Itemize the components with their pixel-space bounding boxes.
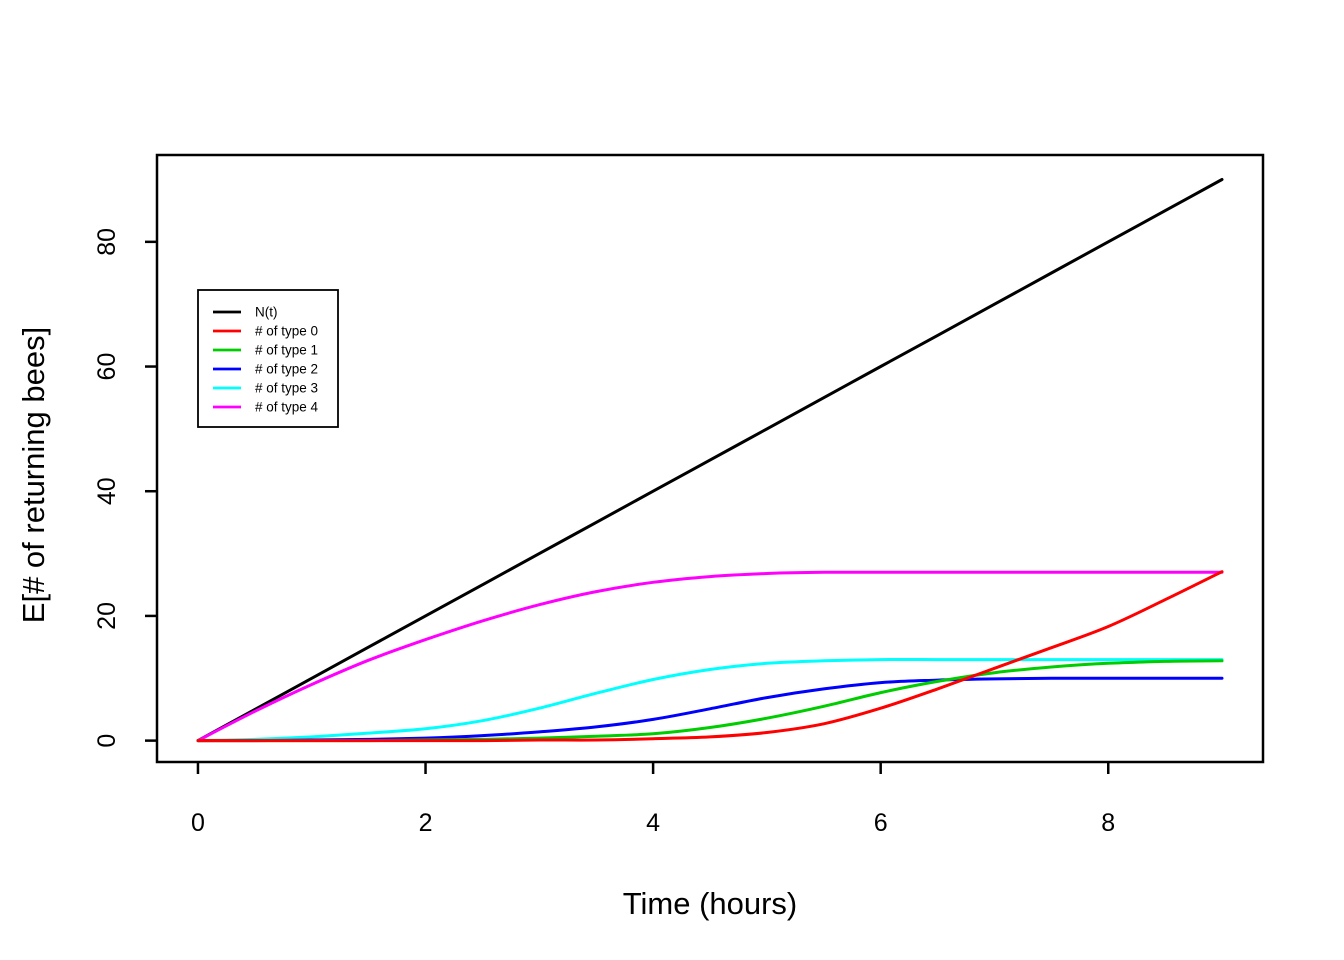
legend-label-of-type-2: # of type 2 — [255, 362, 318, 377]
legend-box — [197, 289, 339, 428]
x-axis-tick-label: 4 — [646, 809, 660, 837]
legend-label-of-type-0: # of type 0 — [255, 324, 318, 339]
series-line-of-type-2 — [196, 676, 1224, 743]
y-axis-tick-label: 80 — [93, 228, 121, 256]
y-axis-title: E[# of returning bees] — [16, 326, 51, 624]
series-line-n-t — [196, 178, 1224, 743]
x-axis-title: Time (hours) — [622, 886, 798, 921]
plot-border — [155, 153, 1265, 764]
series-line-of-type-0 — [196, 570, 1224, 743]
x-axis-tick-label: 0 — [191, 809, 205, 837]
y-axis-tick-label: 40 — [93, 477, 121, 505]
series-line-of-type-3 — [196, 658, 1224, 743]
y-axis-tick-label: 60 — [93, 353, 121, 381]
x-axis-tick-label: 2 — [419, 809, 433, 837]
x-axis-tick-label: 6 — [874, 809, 888, 837]
legend-label-of-type-4: # of type 4 — [255, 400, 319, 415]
series-line-of-type-1 — [196, 659, 1224, 743]
y-axis-tick-label: 0 — [93, 734, 121, 748]
x-axis-tick-label: 8 — [1101, 809, 1115, 837]
series-line-of-type-4 — [196, 570, 1224, 743]
legend-label-of-type-3: # of type 3 — [255, 381, 318, 396]
legend-label-n-t: N(t) — [255, 305, 278, 320]
legend-label-of-type-1: # of type 1 — [255, 343, 318, 358]
y-axis-tick-label: 20 — [93, 602, 121, 630]
